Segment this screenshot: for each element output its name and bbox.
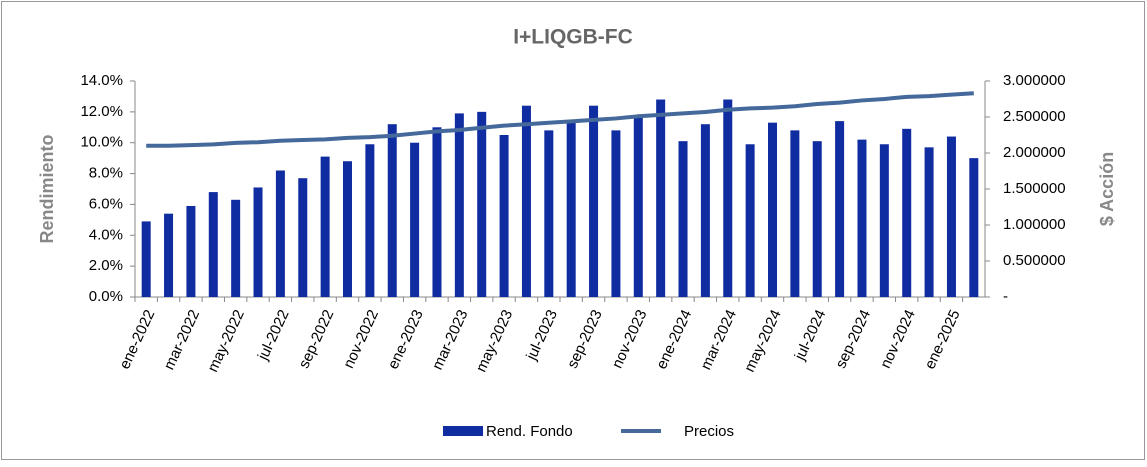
y2-tick-label: 3.000000 [1003,72,1066,89]
bar [812,141,822,297]
bar [723,99,733,297]
y2-axis-label: $ Acción [1097,152,1117,226]
y-tick-label: 10.0% [80,134,123,151]
bar [902,128,912,297]
y-tick-label: 14.0% [80,72,123,89]
y-tick-label: 6.0% [89,195,123,212]
bar [432,127,442,298]
bar [320,156,330,297]
bar [768,122,777,298]
bar [633,116,643,297]
bar [343,161,352,297]
y-tick-label: 8.0% [89,165,123,182]
y2-tick-label: 1.000000 [1003,216,1066,233]
bar [835,121,845,297]
bar [253,187,263,297]
bar [969,158,979,297]
y2-tick-label: 1.500000 [1003,180,1066,197]
bar [544,130,554,297]
y2-tick-label: 2.500000 [1003,108,1066,125]
bar [790,130,800,297]
bar [208,192,218,297]
bar [924,147,934,297]
y2-tick-label: 0.500000 [1003,252,1066,269]
bar [164,213,174,297]
y-axis-label: Rendimiento [37,134,57,243]
bar [521,105,531,297]
bar [879,144,889,297]
line [146,91,974,148]
y2-tick-label: - [1003,288,1008,305]
bar [141,221,151,297]
bar [611,130,621,297]
bar [745,144,755,297]
bar [231,199,241,297]
bar [946,136,956,297]
bar [275,170,285,297]
bar [387,124,397,297]
bar [477,111,487,297]
bar [298,178,308,297]
y-tick-label: 12.0% [80,103,123,120]
y-tick-label: 0.0% [89,288,123,305]
legend-swatch [443,426,483,436]
legend-label: Precios [684,423,734,440]
bar [566,121,576,297]
bar [454,113,464,298]
bar [410,142,420,297]
y-tick-label: 4.0% [89,226,123,243]
y-tick-label: 2.0% [89,257,123,274]
bar [499,135,509,297]
bar [678,141,688,297]
bar [656,99,666,297]
chart-title: I+LIQGB-FC [513,26,633,49]
legend-label: Rend. Fondo [486,423,573,440]
bar [589,105,599,297]
bar [700,124,710,297]
bar [186,205,196,297]
bar [365,144,375,297]
y2-tick-label: 2.000000 [1003,144,1066,161]
bar [857,139,867,297]
